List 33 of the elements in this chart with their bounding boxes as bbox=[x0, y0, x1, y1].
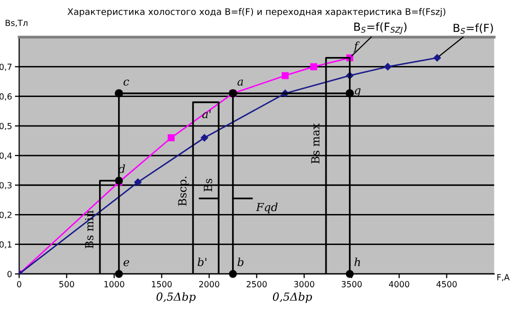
text: 0,5Δbp bbox=[272, 292, 312, 303]
x-tick-label: 4500 bbox=[436, 281, 457, 288]
x-tick-label: 4000 bbox=[388, 281, 410, 288]
x-tick-label: 0 bbox=[17, 281, 22, 288]
y-tick-label: 0,6 bbox=[0, 93, 12, 100]
y-tick-label: 0,4 bbox=[0, 152, 12, 160]
x-tick-label: 3500 bbox=[342, 281, 362, 288]
y-axis-title: Bs,Тл bbox=[6, 20, 28, 27]
x-tick-label: 2000 bbox=[199, 281, 220, 288]
annotation: h bbox=[354, 258, 360, 266]
chart-title: Характеристика холостого хода B=f(F) и переходная характеристика B=f(Fszj) bbox=[68, 8, 446, 17]
x-tick-label: 500 bbox=[59, 281, 74, 288]
annotation: c bbox=[124, 80, 130, 86]
x-axis-title: F,A bbox=[497, 274, 510, 282]
series-label: B$_{S}$=f(F$_{SZJ}$) bbox=[354, 22, 406, 34]
y-tick-label: 0 bbox=[7, 270, 12, 278]
x-tick-label: 1500 bbox=[152, 281, 172, 288]
annotation: a bbox=[237, 80, 243, 86]
annotation: b bbox=[238, 258, 244, 266]
annotation: Fqd bbox=[256, 202, 278, 214]
x-tick-label: 1000 bbox=[104, 281, 124, 288]
annotation: e bbox=[124, 260, 130, 266]
text: B$_{S}$=f(F) bbox=[454, 23, 493, 34]
annotation: b' bbox=[198, 258, 206, 266]
y-tick-label: 0,7 bbox=[0, 64, 12, 71]
annotation: f bbox=[353, 42, 360, 52]
x-tick-label: 3000 bbox=[294, 281, 314, 288]
y-tick-label: 0,5 bbox=[0, 122, 12, 130]
text: 0,5Δbp bbox=[156, 292, 196, 303]
x-tick-label: 2500 bbox=[246, 281, 267, 288]
y-tick-label: 0,3 bbox=[0, 182, 12, 190]
y-tick-label: 0,1 bbox=[0, 241, 12, 248]
y-tick-label: 0,2 bbox=[0, 212, 12, 219]
